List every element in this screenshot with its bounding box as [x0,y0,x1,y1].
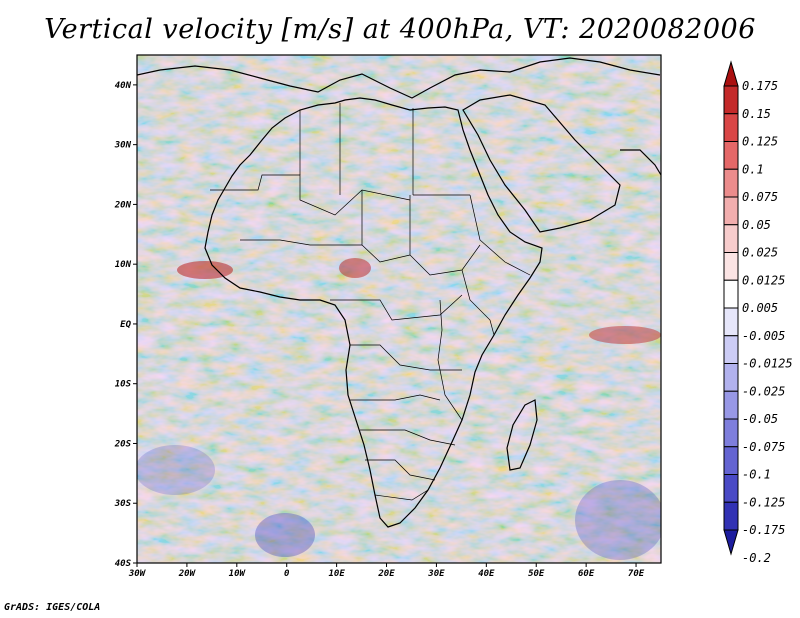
lat-tick-label: 20S [114,439,132,449]
border [374,489,429,501]
colorbar: 0.175 0.15 0.125 0.1 0.075 0.05 0.025 0.0125 0.0… [723,60,793,565]
colorbar-label: 0.05 [742,218,771,232]
colorbar-segment [723,113,739,142]
feature [575,480,661,560]
colorbar-label: -0.025 [742,384,785,398]
longitude-axis: 30W 20W 10W 0 10E 20E 30E 40E 50E 60E 70E [128,563,645,579]
colorbar-segment [723,446,739,475]
colorbar-segment [723,418,739,448]
arabia [462,94,621,233]
colorbar-segment [723,168,739,198]
colorbar-segment [723,252,739,281]
feature [589,326,661,344]
feature [339,258,371,278]
colorbar-label: -0.175 [742,523,785,537]
madagascar [506,399,538,471]
border [469,194,531,276]
lat-tick-label: 10N [115,260,132,270]
colorbar-segment [723,196,739,226]
feature [137,445,215,495]
colorbar-label: 0.15 [742,107,771,121]
colorbar-segment [723,501,739,531]
colorbar-label: -0.1 [742,468,771,482]
lon-tick-label: 10W [229,569,247,579]
colorbar-segment [723,363,739,392]
africa-coastline [204,97,543,528]
feature [255,513,315,557]
map-area [137,55,661,563]
lat-tick-label: EQ [120,320,131,330]
chart-title: Vertical velocity [m/s] at 400hPa, VT: 2… [44,14,756,45]
lon-tick-label: 30W [128,569,147,579]
border [350,344,462,371]
colorbar-segment [723,474,739,503]
border [365,459,436,481]
colorbar-segment [723,390,739,420]
lon-tick-label: 70E [628,569,645,579]
latitude-axis: 40N 30N 20N 10N EQ 10S 20S 30S 40S [114,81,137,569]
colorbar-segment [723,60,739,87]
colorbar-label: -0.0125 [742,357,793,371]
lon-tick-label: 50E [528,569,545,579]
colorbar-label: 0.175 [742,79,778,93]
map-frame [136,54,662,564]
border [409,195,481,276]
colorbar-label: -0.005 [742,329,785,343]
border [437,299,463,421]
lat-tick-label: 10S [115,380,132,390]
coastlines [137,57,661,528]
colorbar-label: -0.05 [742,412,778,426]
lon-tick-label: 60E [578,569,595,579]
border [461,269,495,336]
colorbar-segment [723,279,739,309]
colorbar-label: 0.0125 [742,273,785,287]
colorbar-label: 0.025 [742,246,778,260]
colorbar-segment [723,141,739,170]
velocity-field [137,55,661,563]
lat-tick-label: 20N [114,200,132,210]
lon-tick-label: 20W [178,569,197,579]
colorbar-label: 0.005 [742,301,778,315]
colorbar-segment [723,529,739,556]
colorbar-segment [723,85,739,115]
lat-tick-label: 30N [114,141,132,151]
colorbar-label: 0.075 [742,190,778,204]
border [240,239,362,246]
border [360,429,456,446]
lat-tick-label: 40N [115,81,132,91]
feature [177,261,233,279]
lon-tick-label: 0 [284,569,290,579]
border [330,294,463,321]
country-borders [210,103,531,501]
border [210,174,411,216]
credit-label: GrADS: IGES/COLA [4,602,101,613]
colorbar-label: 0.125 [742,135,778,149]
colorbar-label: -0.2 [742,551,771,565]
colorbar-segment [723,335,739,364]
lat-tick-label: 30S [114,499,132,509]
border [350,394,441,401]
border [361,190,411,263]
colorbar-segment [723,224,739,253]
colorbar-label: -0.075 [742,440,785,454]
lon-tick-label: 30E [427,569,445,579]
lon-tick-label: 10E [328,569,345,579]
lon-tick-label: 20E [377,569,395,579]
colorbar-label: 0.1 [742,162,764,176]
colorbar-segment [723,307,739,337]
lon-tick-label: 40E [478,569,495,579]
colorbar-label: -0.125 [742,495,785,509]
lat-tick-label: 40S [115,559,132,569]
india-coast [620,149,661,176]
europe-coast [137,57,661,99]
velocity-features [137,258,661,560]
